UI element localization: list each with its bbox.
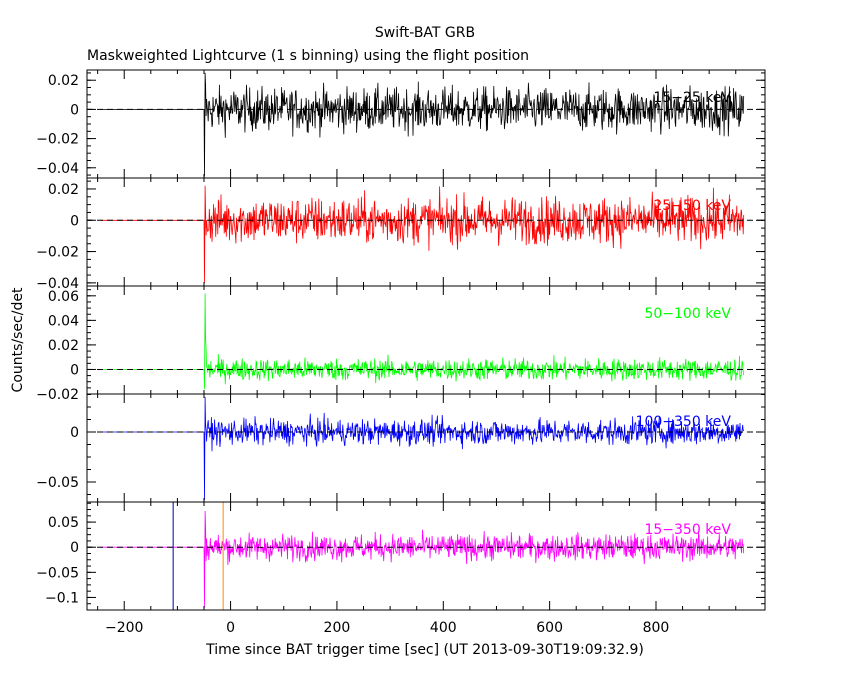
band-label: 25−50 keV bbox=[653, 198, 731, 214]
panel-2: 0.06 0.04 0.02 0 −0.02 50−100 keV bbox=[36, 285, 766, 403]
x-tick-label: −200 bbox=[105, 620, 143, 636]
panel-frame bbox=[86, 285, 766, 395]
y-tick-label: 0 bbox=[70, 362, 79, 378]
lightcurve-series bbox=[100, 396, 745, 501]
y-tick-label: 0 bbox=[70, 213, 79, 229]
y-tick-label: 0.02 bbox=[48, 73, 79, 89]
y-tick-label: −0.1 bbox=[45, 590, 79, 606]
chart-title: Swift-BAT GRB bbox=[375, 25, 475, 41]
band-label: 50−100 keV bbox=[644, 306, 731, 322]
band-label: 15−350 keV bbox=[644, 522, 731, 538]
y-tick-label: −0.04 bbox=[36, 276, 79, 292]
y-tick-label: −0.05 bbox=[36, 475, 79, 491]
x-tick-label: 200 bbox=[324, 620, 351, 636]
y-tick-label: −0.04 bbox=[36, 161, 79, 177]
y-tick-label: −0.05 bbox=[36, 565, 79, 581]
panel-0: 0.02 0 −0.02 −0.04 15−25 keV bbox=[36, 69, 766, 179]
y-tick-label: 0.05 bbox=[48, 515, 79, 531]
y-tick-label: −0.02 bbox=[36, 132, 79, 148]
lightcurve-series bbox=[100, 185, 745, 283]
panel-frame bbox=[86, 501, 766, 611]
panel-4: 0.05 0 −0.05 −0.1 15−350 keV bbox=[36, 501, 766, 611]
panel-frame bbox=[86, 393, 766, 503]
y-tick-label: −0.02 bbox=[36, 245, 79, 261]
panel-frame bbox=[86, 69, 766, 179]
x-tick-label: 600 bbox=[536, 620, 563, 636]
band-label: 100−350 keV bbox=[636, 414, 732, 430]
panel-1: 0.02 0 −0.02 −0.04 25−50 keV bbox=[36, 177, 766, 292]
y-tick-label: 0.06 bbox=[48, 289, 79, 305]
y-tick-label: −0.02 bbox=[36, 387, 79, 403]
y-tick-label: 0 bbox=[70, 425, 79, 441]
x-axis-label: Time since BAT trigger time [sec] (UT 20… bbox=[205, 642, 644, 658]
lightcurve-series bbox=[100, 510, 745, 608]
band-label: 15−25 keV bbox=[653, 90, 731, 106]
lightcurve-series bbox=[100, 293, 745, 390]
y-tick-label: 0 bbox=[70, 102, 79, 118]
x-tick-label: 400 bbox=[430, 620, 457, 636]
panel-3: 0 −0.05 100−350 keV bbox=[36, 393, 766, 503]
chart-subtitle: Maskweighted Lightcurve (1 s binning) us… bbox=[87, 48, 529, 64]
y-tick-label: 0.02 bbox=[48, 182, 79, 198]
y-tick-label: 0.02 bbox=[48, 338, 79, 354]
lightcurve-series bbox=[100, 72, 745, 177]
y-tick-label: 0 bbox=[70, 540, 79, 556]
x-tick-label: 800 bbox=[643, 620, 670, 636]
y-tick-label: 0.04 bbox=[48, 313, 79, 329]
y-axis-label: Counts/sec/det bbox=[10, 287, 26, 392]
panels-group: 0.02 0 −0.02 −0.04 15−25 keV 0.02 0 −0.02 −0.04 2… bbox=[36, 69, 766, 611]
x-tick-labels: −200 0 200 400 600 800 bbox=[105, 620, 669, 636]
x-tick-label: 0 bbox=[226, 620, 235, 636]
